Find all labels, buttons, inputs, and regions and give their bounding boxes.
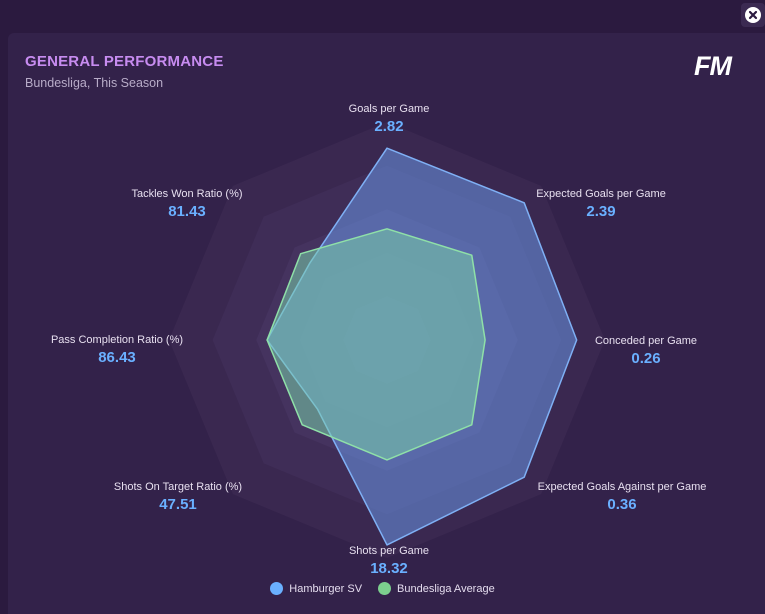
legend-label-team: Hamburger SV <box>289 582 363 595</box>
close-icon <box>745 7 761 23</box>
axis-value-2: 0.26 <box>631 350 660 367</box>
axis-value-6: 86.43 <box>98 349 136 366</box>
axis-value-5: 47.51 <box>159 496 197 513</box>
legend-label-average: Bundesliga Average <box>397 582 495 595</box>
fm-logo: FM <box>694 52 733 78</box>
radar-series <box>266 147 578 546</box>
axis-value-0: 2.82 <box>374 118 403 135</box>
axis-label-1: Expected Goals per Game <box>536 188 666 200</box>
axis-label-6: Pass Completion Ratio (%) <box>51 334 183 346</box>
axis-label-2: Conceded per Game <box>595 335 697 347</box>
axis-label-5: Shots On Target Ratio (%) <box>114 481 242 493</box>
axis-value-7: 81.43 <box>168 203 206 220</box>
axis-value-3: 0.36 <box>607 496 636 513</box>
radar-axis-labels: Goals per Game 2.82 Expected Goals per Gam… <box>51 103 706 577</box>
page-title: GENERAL PERFORMANCE <box>25 53 224 70</box>
legend-item-average[interactable]: Bundesliga Average <box>378 582 495 595</box>
axis-label-0: Goals per Game <box>349 103 430 115</box>
close-button[interactable] <box>741 3 765 27</box>
fm-logo-text: FM <box>694 52 732 78</box>
axis-value-1: 2.39 <box>586 203 615 220</box>
axis-value-4: 18.32 <box>370 560 408 577</box>
axis-label-7: Tackles Won Ratio (%) <box>131 188 242 200</box>
axis-label-4: Shots per Game <box>349 545 429 557</box>
legend-dot-average <box>378 582 392 595</box>
chart-legend: Hamburger SV Bundesliga Average <box>0 582 765 595</box>
legend-item-team[interactable]: Hamburger SV <box>270 582 362 595</box>
legend-dot-team <box>270 582 284 595</box>
page-subtitle: Bundesliga, This Season <box>25 76 164 90</box>
axis-label-3: Expected Goals Against per Game <box>538 481 707 493</box>
series-polygon-average[interactable] <box>266 228 486 461</box>
